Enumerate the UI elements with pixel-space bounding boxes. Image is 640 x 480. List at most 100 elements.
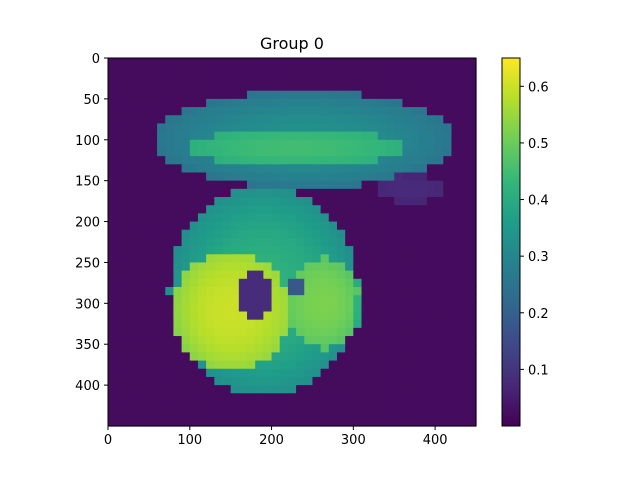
heatmap-cell [279,344,289,353]
heatmap-cell [189,66,199,75]
heatmap-cell [222,82,232,92]
heatmap-cell [181,311,191,321]
heatmap-cell [173,303,183,313]
heatmap-cell [247,139,256,149]
heatmap-cell [132,368,142,378]
heatmap-cell [157,237,166,247]
heatmap-cell [173,164,183,174]
heatmap-cell [255,205,264,214]
heatmap-cell [402,303,412,313]
heatmap-cell [426,147,436,157]
heatmap-cell [418,344,428,353]
heatmap-cell [435,131,444,141]
heatmap-cell [255,401,264,411]
heatmap-cell [238,319,248,329]
heatmap-cell [426,107,436,116]
heatmap-cell [304,401,314,411]
heatmap-cell [304,123,314,133]
heatmap-cell [410,205,420,214]
heatmap-cell [402,385,412,394]
heatmap-cell [426,82,436,92]
heatmap-cell [197,66,207,75]
heatmap-cell [418,131,428,141]
heatmap-cell [124,107,134,116]
heatmap-cell [426,262,436,272]
heatmap-cell [353,115,363,125]
heatmap-cell [132,286,142,296]
heatmap-cell [377,156,387,165]
heatmap-cell [320,319,330,329]
heatmap-cell [132,188,142,198]
heatmap-cell [197,417,207,427]
heatmap-cell [435,352,444,362]
heatmap-cell [271,131,281,141]
heatmap-cell [148,368,158,378]
heatmap-cell [206,270,215,280]
heatmap-cell [296,164,305,174]
heatmap-cell [467,295,477,304]
heatmap-cell [238,246,248,255]
heatmap-cell [426,237,436,247]
heatmap-cell [336,295,346,304]
heatmap-cell [279,213,289,223]
heatmap-cell [189,107,199,116]
heatmap-cell [247,295,256,304]
heatmap-cell [312,262,322,272]
heatmap-cell [116,270,125,280]
heatmap-cell [173,344,183,353]
heatmap-cell [157,254,166,264]
heatmap-cell [173,139,183,149]
heatmap-cell [181,82,191,92]
heatmap-cell [361,197,371,206]
heatmap-cell [435,385,444,394]
heatmap-cell [116,221,125,231]
heatmap-cell [287,139,297,149]
heatmap-cell [279,295,289,304]
heatmap-cell [279,368,289,378]
heatmap-cell [157,262,166,272]
heatmap-cell [247,311,256,321]
heatmap-cell [173,327,183,337]
heatmap-cell [197,147,207,157]
heatmap-cell [173,336,183,345]
heatmap-cell [214,58,224,67]
heatmap-cell [214,172,224,182]
heatmap-cell [124,123,134,133]
heatmap-cell [394,180,403,190]
heatmap-cell [312,74,322,84]
heatmap-cell [173,352,183,362]
heatmap-cell [312,254,322,264]
heatmap-cell [238,352,248,362]
heatmap-cell [435,221,444,231]
heatmap-cell [353,197,363,206]
heatmap-cell [377,131,387,141]
heatmap-cell [435,82,444,92]
heatmap-cell [124,221,134,231]
heatmap-cell [320,115,330,125]
heatmap-cell [222,246,232,255]
heatmap-cell [377,188,387,198]
heatmap-cell [189,295,199,304]
heatmap-cell [287,278,297,288]
heatmap-cell [394,229,403,239]
heatmap-cell [443,368,453,378]
heatmap-cell [345,303,354,313]
heatmap-cell [124,286,134,296]
heatmap-cell [140,401,150,411]
heatmap-cell [124,229,134,239]
heatmap-cell [418,352,428,362]
heatmap-cell [116,164,125,174]
heatmap-cell [410,327,420,337]
heatmap-cell [467,385,477,394]
heatmap-cell [451,172,461,182]
heatmap-cell [336,311,346,321]
heatmap-cell [222,270,232,280]
heatmap-cell [426,213,436,223]
heatmap-cell [132,107,142,116]
heatmap-cell [320,156,330,165]
heatmap-cell [116,303,125,313]
heatmap-cell [173,270,183,280]
heatmap-cell [467,82,477,92]
heatmap-cell [328,123,338,133]
heatmap-cell [132,58,142,67]
